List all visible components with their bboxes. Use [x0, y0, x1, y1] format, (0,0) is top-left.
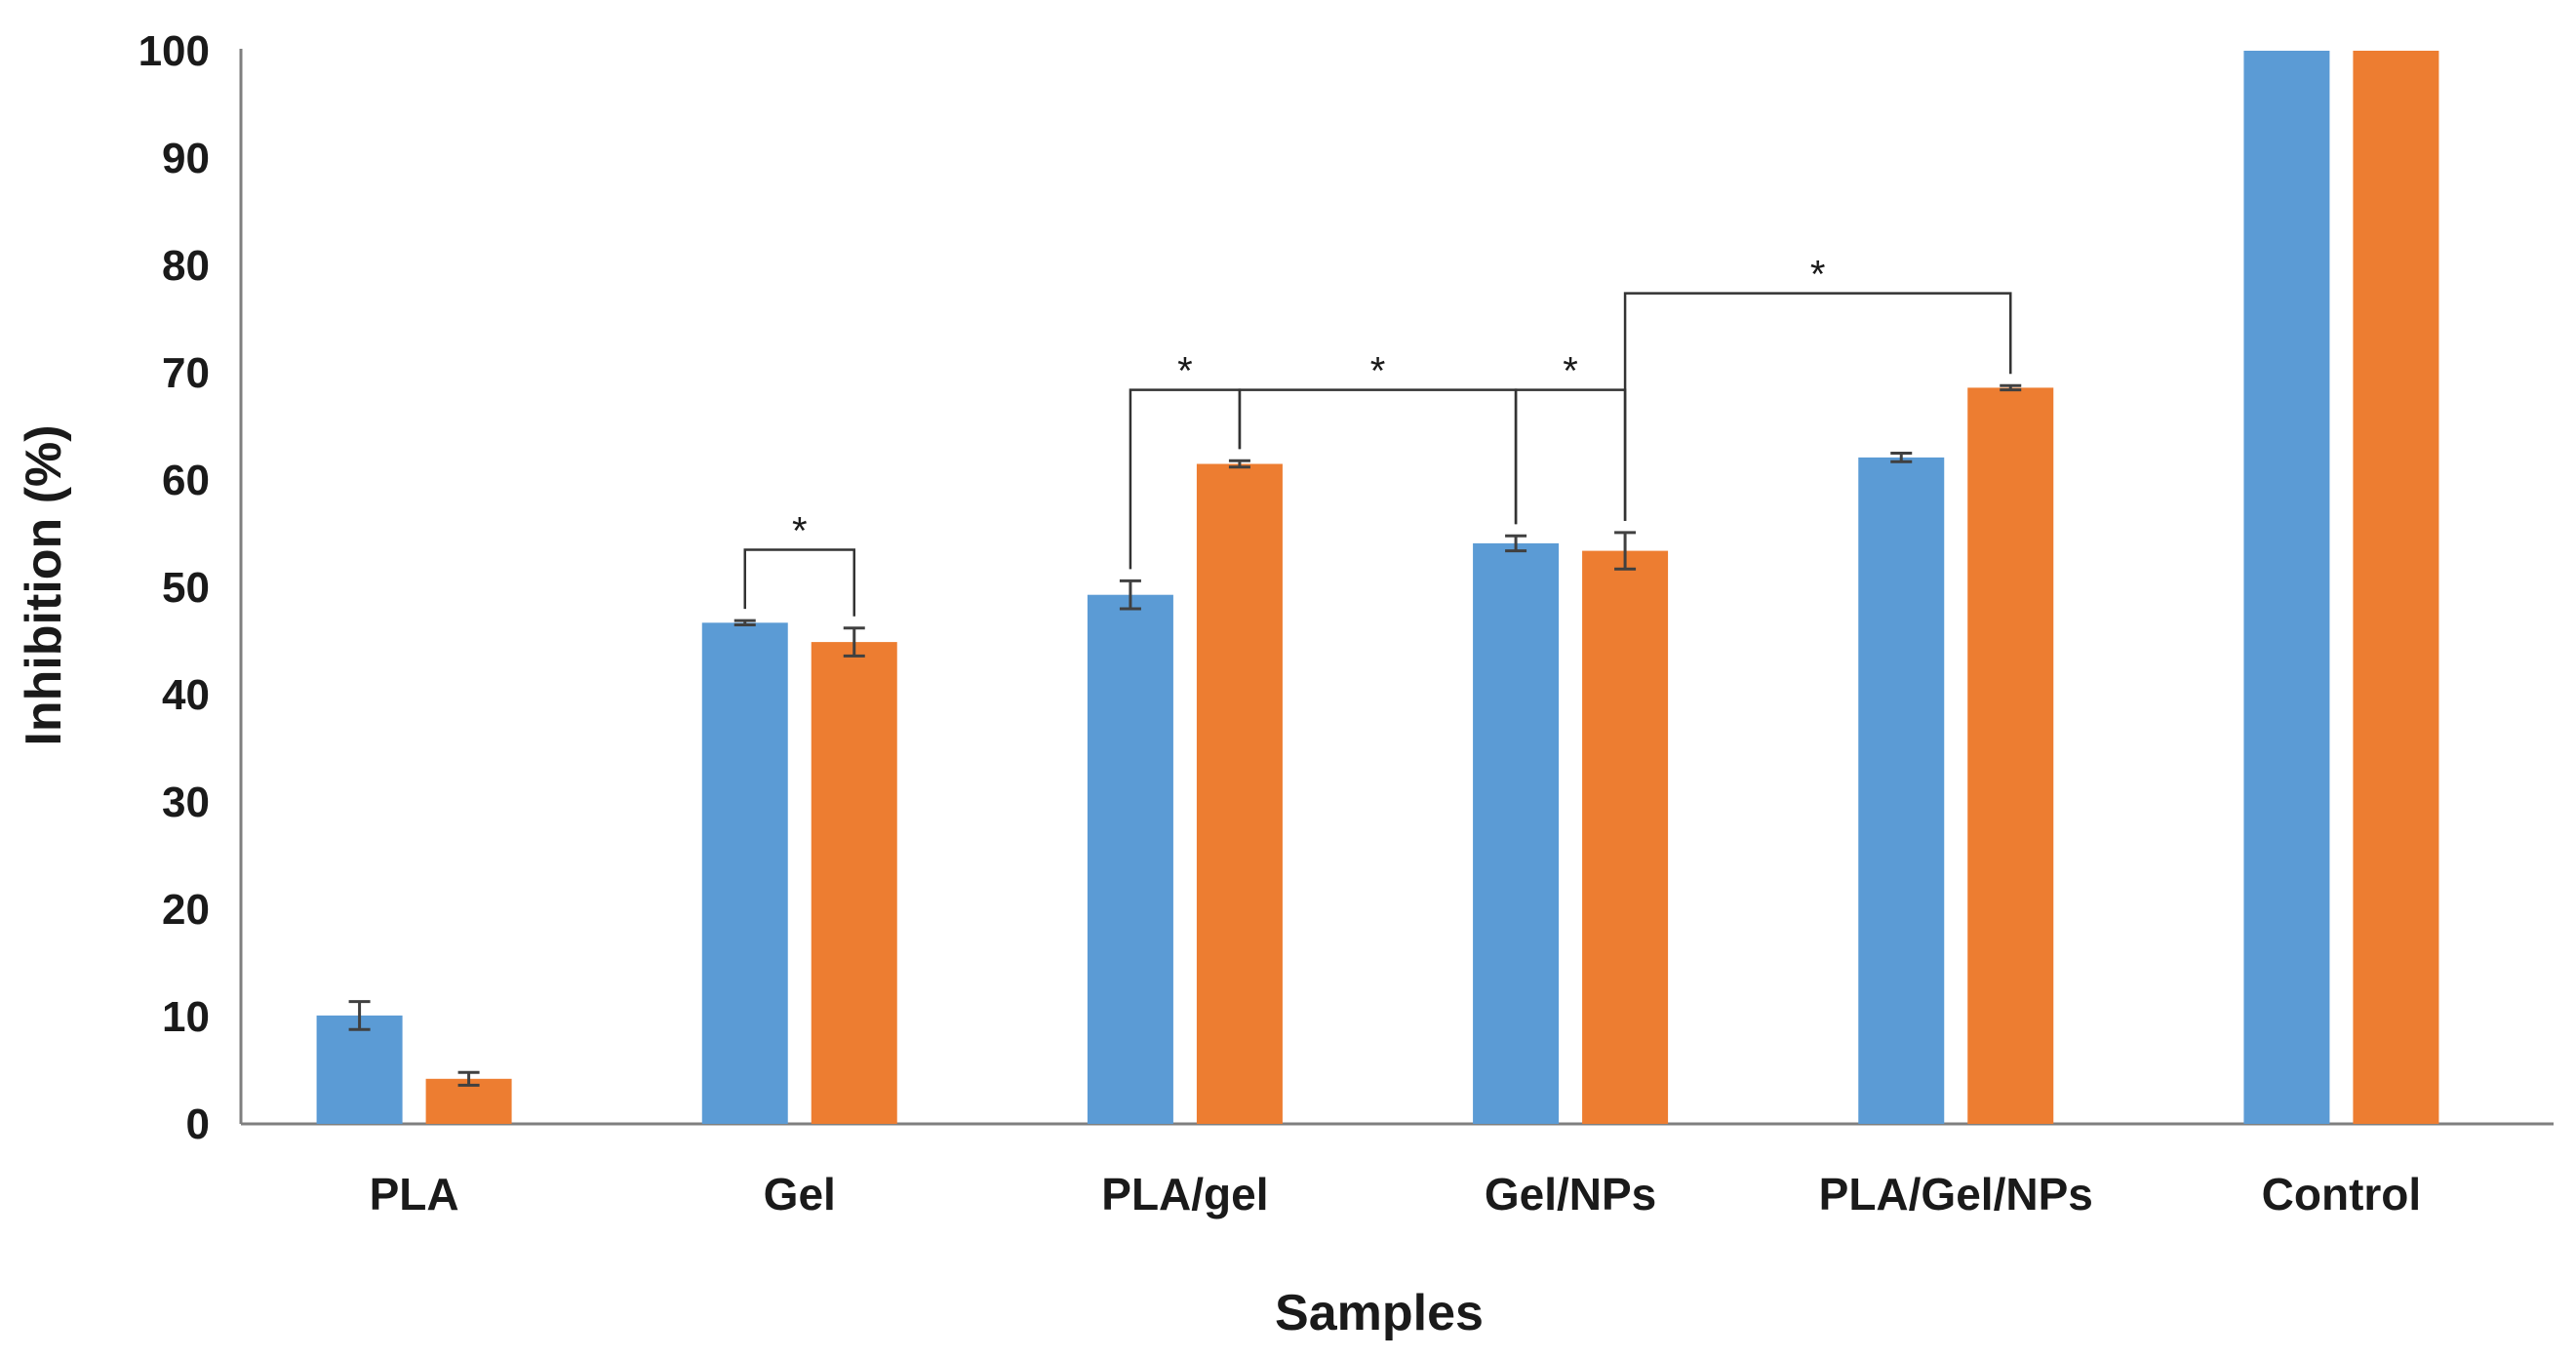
significance-star: * — [792, 510, 808, 553]
significance-brackets: * * * * * — [743, 254, 2012, 617]
bar — [1473, 542, 1560, 1124]
x-tick-label: Control — [2262, 1169, 2422, 1219]
x-tick-label: PLA/Gel/NPs — [1819, 1169, 2093, 1219]
axis-labels: 0 10 20 30 40 50 60 70 80 90 100 PLA Gel PLA/gel Gel/N… — [139, 27, 2422, 1219]
x-axis-title: Samples — [1275, 1285, 1484, 1341]
x-tick-label: Gel/NPs — [1485, 1169, 1656, 1219]
bar — [701, 622, 788, 1124]
x-tick-label: Gel — [764, 1169, 836, 1219]
y-tick-label: 30 — [162, 779, 210, 826]
y-tick-label: 90 — [162, 135, 210, 182]
significance-bracket — [1623, 292, 2012, 521]
y-tick-label: 80 — [162, 242, 210, 290]
bar — [2243, 51, 2330, 1124]
bar — [1582, 550, 1669, 1124]
y-tick-label: 10 — [162, 993, 210, 1041]
axes — [239, 49, 2554, 1126]
error-bars — [348, 383, 2022, 1087]
bar — [811, 642, 897, 1124]
bar — [1967, 387, 2054, 1124]
significance-star: * — [1563, 350, 1578, 393]
bar — [316, 1015, 403, 1124]
x-tick-label: PLA/gel — [1101, 1169, 1268, 1219]
x-tick-label: PLA — [370, 1169, 459, 1219]
bars — [316, 51, 2439, 1124]
y-tick-label: 40 — [162, 671, 210, 719]
bar — [2353, 51, 2439, 1124]
y-tick-label: 50 — [162, 564, 210, 612]
y-axis-title: Inhibition (%) — [16, 424, 72, 745]
y-tick-label: 60 — [162, 457, 210, 504]
bar — [1196, 463, 1283, 1124]
significance-star: * — [1810, 254, 1826, 297]
significance-bracket — [1514, 388, 1627, 525]
significance-bracket — [743, 548, 855, 617]
significance-star: * — [1370, 350, 1386, 393]
y-tick-label: 0 — [186, 1100, 210, 1148]
bar — [1858, 457, 1945, 1124]
y-tick-label: 100 — [139, 27, 210, 75]
y-tick-label: 70 — [162, 349, 210, 397]
y-tick-label: 20 — [162, 886, 210, 934]
significance-star: * — [1177, 350, 1193, 393]
bar — [1087, 594, 1173, 1124]
